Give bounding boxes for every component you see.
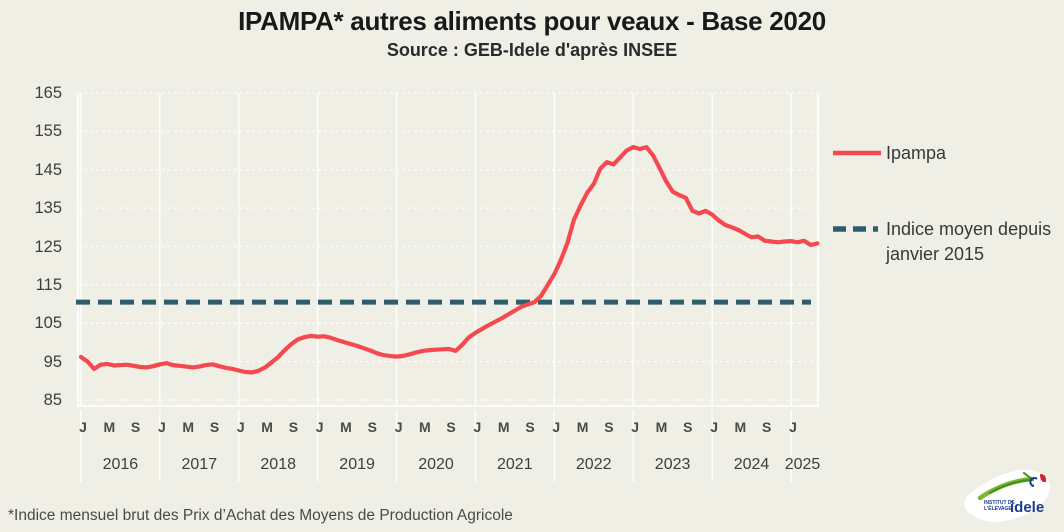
month-tick-label: S [130, 419, 141, 435]
logo-swoosh-dark-green [989, 479, 1030, 494]
year-label: 2025 [784, 456, 821, 473]
year-label: 2024 [733, 456, 770, 473]
month-tick-label: S [209, 419, 220, 435]
year-label: 2022 [575, 456, 612, 473]
legend-label-mean-line1: Indice moyen depuis [886, 219, 1052, 239]
logo-mark-blue [1029, 477, 1038, 487]
year-label: 2016 [102, 456, 139, 473]
legend-label-mean-line2: janvier 2015 [886, 244, 985, 264]
year-label: 2019 [339, 456, 375, 473]
month-tick-label: J [710, 419, 718, 435]
y-tick-label: 95 [43, 352, 62, 371]
month-tick-label: S [683, 419, 693, 435]
legend-label-mean: Indice moyen depuis janvier 2015 [886, 217, 1051, 267]
month-tick-label: M [261, 419, 273, 435]
chart-subtitle: Source : GEB-Idele d'après INSEE [386, 40, 678, 60]
month-tick-label: J [315, 419, 324, 435]
month-tick-label: M [103, 419, 116, 435]
month-tick-label: M [655, 419, 668, 435]
month-tick-label: J [552, 419, 561, 435]
year-label: 2020 [418, 456, 454, 473]
month-tick-label: J [394, 419, 403, 435]
legend-label-ipampa: Ipampa [886, 143, 947, 163]
month-tick-label: J [789, 419, 797, 435]
logo-brand: idele [1010, 499, 1044, 516]
idele-logo: INSTITUT DE L'ÉLEVAGE idele [964, 469, 1051, 522]
y-tick-label: 155 [34, 122, 62, 141]
logo-org-line2: L'ÉLEVAGE [984, 504, 1012, 512]
year-label: 2021 [497, 456, 533, 473]
year-label: 2017 [181, 456, 218, 473]
month-tick-label: M [340, 419, 352, 435]
month-tick-label: S [604, 419, 614, 435]
month-tick-label: S [367, 419, 377, 435]
month-tick-label: J [473, 419, 482, 435]
logo-mark-red [1040, 474, 1047, 483]
month-tick-label: M [418, 419, 431, 435]
y-tick-label: 135 [34, 199, 62, 218]
y-tick-label: 165 [34, 84, 62, 102]
ipampa-line [78, 145, 820, 375]
logo-org-line1: INSTITUT DE [984, 500, 1015, 506]
year-label: 2023 [654, 456, 691, 473]
y-tick-label: 115 [35, 275, 62, 294]
month-tick-label: J [631, 419, 640, 435]
month-tick-label: S [288, 419, 299, 435]
month-tick-label: J [236, 419, 245, 435]
month-tick-label: S [446, 419, 456, 435]
logo-blob [964, 469, 1051, 522]
footnote: *Indice mensuel brut des Prix d’Achat de… [8, 507, 513, 524]
month-tick-label: S [762, 419, 772, 435]
month-tick-label: J [79, 419, 87, 435]
year-label: 2018 [260, 456, 296, 473]
month-tick-label: J [157, 419, 166, 435]
y-tick-label: 125 [34, 237, 62, 256]
month-tick-label: M [497, 419, 510, 435]
month-tick-label: M [182, 419, 195, 435]
month-tick-label: S [525, 419, 535, 435]
month-tick-label: M [734, 419, 747, 435]
chart-title: IPAMPA* autres aliments pour veaux - Bas… [238, 6, 826, 36]
month-tick-label: M [576, 419, 589, 435]
chart-header: IPAMPA* autres aliments pour veaux - Bas… [0, 6, 1064, 61]
y-tick-label: 105 [34, 314, 62, 333]
y-tick-label: 85 [43, 391, 62, 409]
y-tick-label: 145 [34, 160, 62, 179]
